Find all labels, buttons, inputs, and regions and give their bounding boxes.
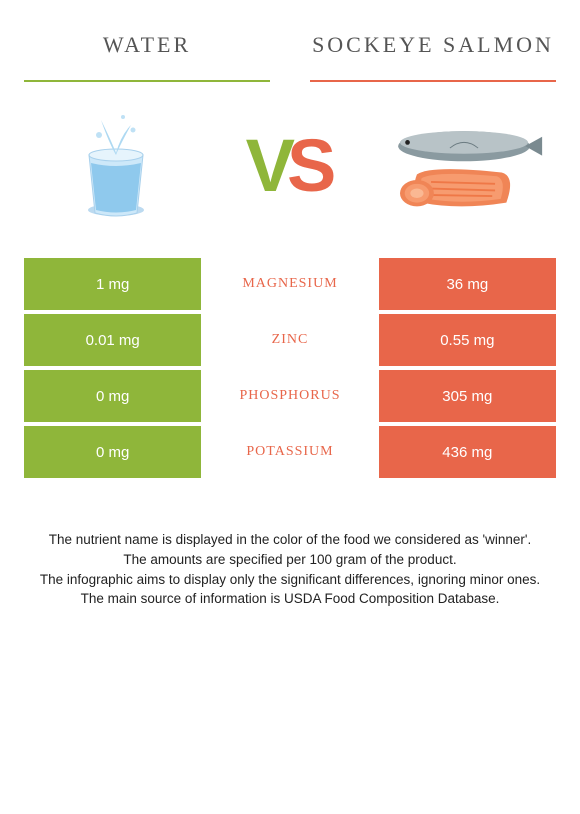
left-food-image (36, 100, 196, 230)
vs-v-letter: V (246, 123, 293, 208)
images-row: V S (24, 100, 556, 230)
left-value: 0 mg (24, 426, 201, 478)
right-value: 305 mg (379, 370, 556, 422)
nutrient-row: 0 mgPhosphorus305 mg (24, 370, 556, 422)
right-food-image (384, 100, 544, 230)
nutrient-table: 1 mgMagnesium36 mg0.01 mgZinc0.55 mg0 mg… (24, 258, 556, 478)
water-glass-icon (51, 105, 181, 225)
footnote-line: The amounts are specified per 100 gram o… (30, 550, 550, 570)
left-food-title: Water (24, 20, 270, 82)
left-value: 0 mg (24, 370, 201, 422)
nutrient-row: 0 mgPotassium436 mg (24, 426, 556, 478)
vs-label: V S (246, 123, 335, 208)
right-value: 0.55 mg (379, 314, 556, 366)
vs-s-letter: S (287, 123, 334, 208)
nutrient-row: 1 mgMagnesium36 mg (24, 258, 556, 310)
right-value: 36 mg (379, 258, 556, 310)
nutrient-name: Magnesium (201, 258, 378, 310)
footnote-line: The infographic aims to display only the… (30, 570, 550, 590)
left-value: 0.01 mg (24, 314, 201, 366)
nutrient-name: Phosphorus (201, 370, 378, 422)
nutrient-row: 0.01 mgZinc0.55 mg (24, 314, 556, 366)
header-row: Water Sockeye salmon (24, 20, 556, 82)
nutrient-name: Potassium (201, 426, 378, 478)
nutrient-name: Zinc (201, 314, 378, 366)
salmon-icon (384, 105, 544, 225)
footnotes: The nutrient name is displayed in the co… (24, 530, 556, 608)
right-value: 436 mg (379, 426, 556, 478)
footnote-line: The nutrient name is displayed in the co… (30, 530, 550, 550)
footnote-line: The main source of information is USDA F… (30, 589, 550, 609)
right-food-title: Sockeye salmon (310, 20, 556, 82)
left-value: 1 mg (24, 258, 201, 310)
